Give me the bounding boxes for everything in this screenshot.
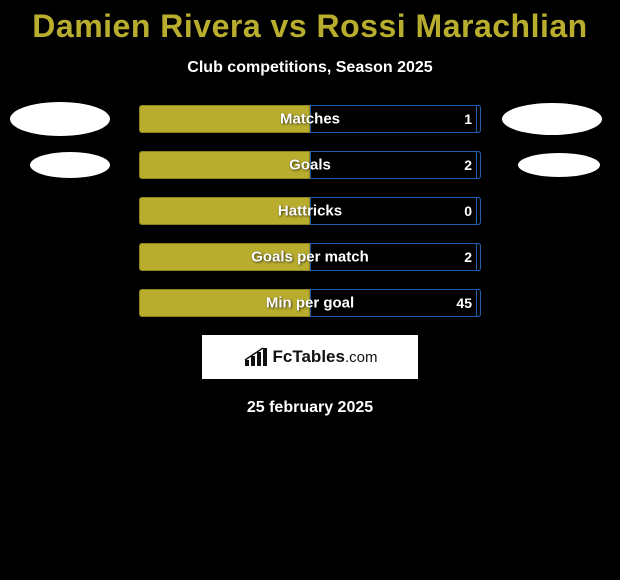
player2-bar (476, 105, 481, 133)
stat-row: Matches 1 (0, 105, 620, 133)
player2-bar-track (310, 151, 481, 179)
page-title: Damien Rivera vs Rossi Marachlian (0, 0, 620, 45)
player1-avatar (10, 102, 110, 136)
logo-tld: .com (345, 349, 378, 366)
vs-text: vs (271, 8, 308, 44)
stat-label: Matches (280, 111, 340, 128)
player2-value: 2 (464, 249, 472, 265)
stat-label: Hattricks (278, 203, 342, 220)
player2-bar (476, 151, 481, 179)
logo-brand: FcTables (273, 347, 345, 366)
date-text: 25 february 2025 (0, 399, 620, 417)
player2-avatar (518, 153, 600, 177)
stat-label: Min per goal (266, 295, 354, 312)
site-logo: FcTables.com (202, 335, 418, 379)
player1-name: Damien Rivera (32, 8, 261, 44)
player2-avatar (502, 103, 602, 135)
player2-name: Rossi Marachlian (317, 8, 588, 44)
player2-value: 45 (456, 295, 472, 311)
player1-bar (139, 151, 310, 179)
stat-row: Hattricks 0 (0, 197, 620, 225)
stat-row: Min per goal 45 (0, 289, 620, 317)
player2-value: 2 (464, 157, 472, 173)
stat-row: Goals 2 (0, 151, 620, 179)
player2-bar (476, 289, 481, 317)
subtitle: Club competitions, Season 2025 (0, 59, 620, 77)
stats-comparison-chart: Matches 1 Goals 2 Hattricks 0 Goals per match 2… (0, 105, 620, 317)
player2-value: 1 (464, 111, 472, 127)
bar-chart-icon (243, 346, 269, 368)
player2-value: 0 (464, 203, 472, 219)
logo-text: FcTables.com (273, 347, 378, 367)
player2-bar (476, 197, 481, 225)
stat-label: Goals per match (251, 249, 369, 266)
player2-bar (476, 243, 481, 271)
player1-avatar (30, 152, 110, 178)
stat-label: Goals (289, 157, 331, 174)
stat-row: Goals per match 2 (0, 243, 620, 271)
